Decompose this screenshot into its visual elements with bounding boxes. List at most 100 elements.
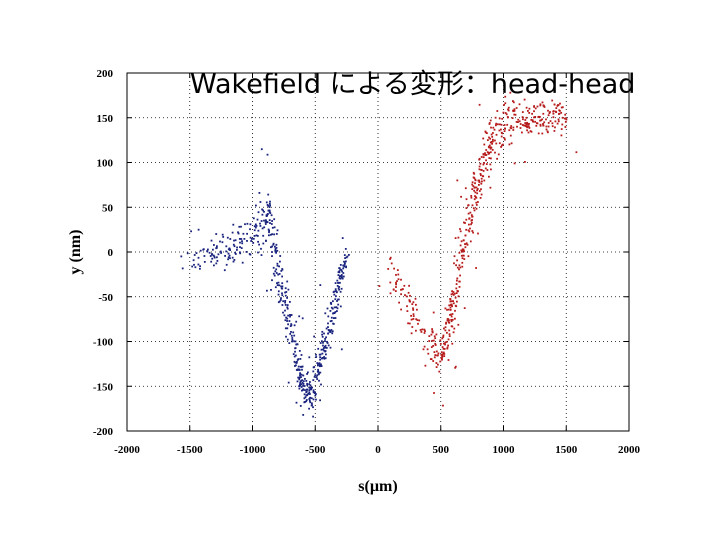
data-point [225,245,228,248]
data-point [509,134,512,137]
data-point [266,289,268,292]
data-point [213,256,216,259]
data-point [286,297,288,299]
data-point [304,396,307,399]
data-point [450,293,453,296]
data-point [335,290,338,293]
data-point [317,347,320,350]
data-point [412,315,415,317]
data-point [411,303,414,305]
data-point [272,266,275,269]
data-point [492,138,494,141]
data-point [284,301,286,304]
data-point [249,228,251,231]
data-point [451,305,453,308]
data-point [213,264,215,267]
data-point [528,127,531,129]
data-point [439,343,442,345]
data-point [286,304,289,306]
data-point [338,288,340,291]
data-point [306,388,309,391]
data-point [542,123,544,125]
y-tick-labels: -200 -150 -100 -50 0 50 100 150 200 [93,68,114,438]
data-point [330,301,332,304]
data-point [498,117,501,120]
data-point [444,307,447,310]
data-point [478,168,481,171]
data-point [271,251,273,253]
data-point [525,116,528,119]
data-point [341,237,344,239]
y-tick-label: 150 [97,113,114,125]
data-point [525,106,528,109]
data-point [392,288,395,291]
data-point [488,122,491,124]
data-point [338,275,341,277]
data-point [180,255,183,258]
data-point [335,306,338,309]
data-point [334,282,337,284]
data-point [326,342,329,344]
data-point [492,132,494,134]
data-point [433,335,436,338]
data-point [320,363,322,366]
data-point [233,259,236,261]
data-point [540,119,542,122]
data-point [478,190,481,192]
data-point [309,386,311,389]
data-point [312,370,315,373]
y-tick-label: 100 [97,158,114,170]
data-point [296,368,299,371]
data-point [270,246,272,249]
y-axis-label: y (nm) [67,230,84,275]
data-point [225,250,228,253]
data-point [336,291,338,294]
data-point [510,125,513,127]
data-point [301,365,304,368]
data-point [491,135,494,138]
data-point [301,317,304,320]
data-point [501,117,504,120]
data-point [389,256,392,259]
data-point [284,304,287,306]
data-point [277,290,280,293]
data-point [407,291,410,294]
data-point [306,382,308,385]
data-point [541,118,543,121]
data-point [387,268,390,270]
data-point [328,329,330,331]
data-point [275,272,278,274]
data-point [255,234,258,237]
data-point [262,209,264,212]
data-point [231,256,234,259]
data-point [308,399,311,402]
data-point [519,123,522,125]
data-point [471,204,474,207]
data-point [333,306,336,309]
data-point [507,106,510,109]
data-point [202,248,205,251]
data-point [561,116,564,119]
data-point [276,282,278,284]
x-tick-label: 0 [375,444,381,456]
data-point [329,320,332,323]
data-point [480,193,483,196]
data-point [327,332,330,335]
data-point [496,110,499,112]
data-point [539,116,541,118]
data-point [482,156,485,159]
data-point [340,287,343,290]
data-point [249,223,252,226]
data-point [500,128,502,131]
data-point [482,137,485,140]
data-point [489,163,492,166]
data-point [280,285,282,288]
data-point [324,350,326,353]
data-point [316,374,319,377]
data-point [519,127,522,129]
data-point [270,289,272,291]
data-point [435,333,438,336]
data-point [526,125,529,128]
data-point [333,293,336,296]
data-point [192,259,195,262]
